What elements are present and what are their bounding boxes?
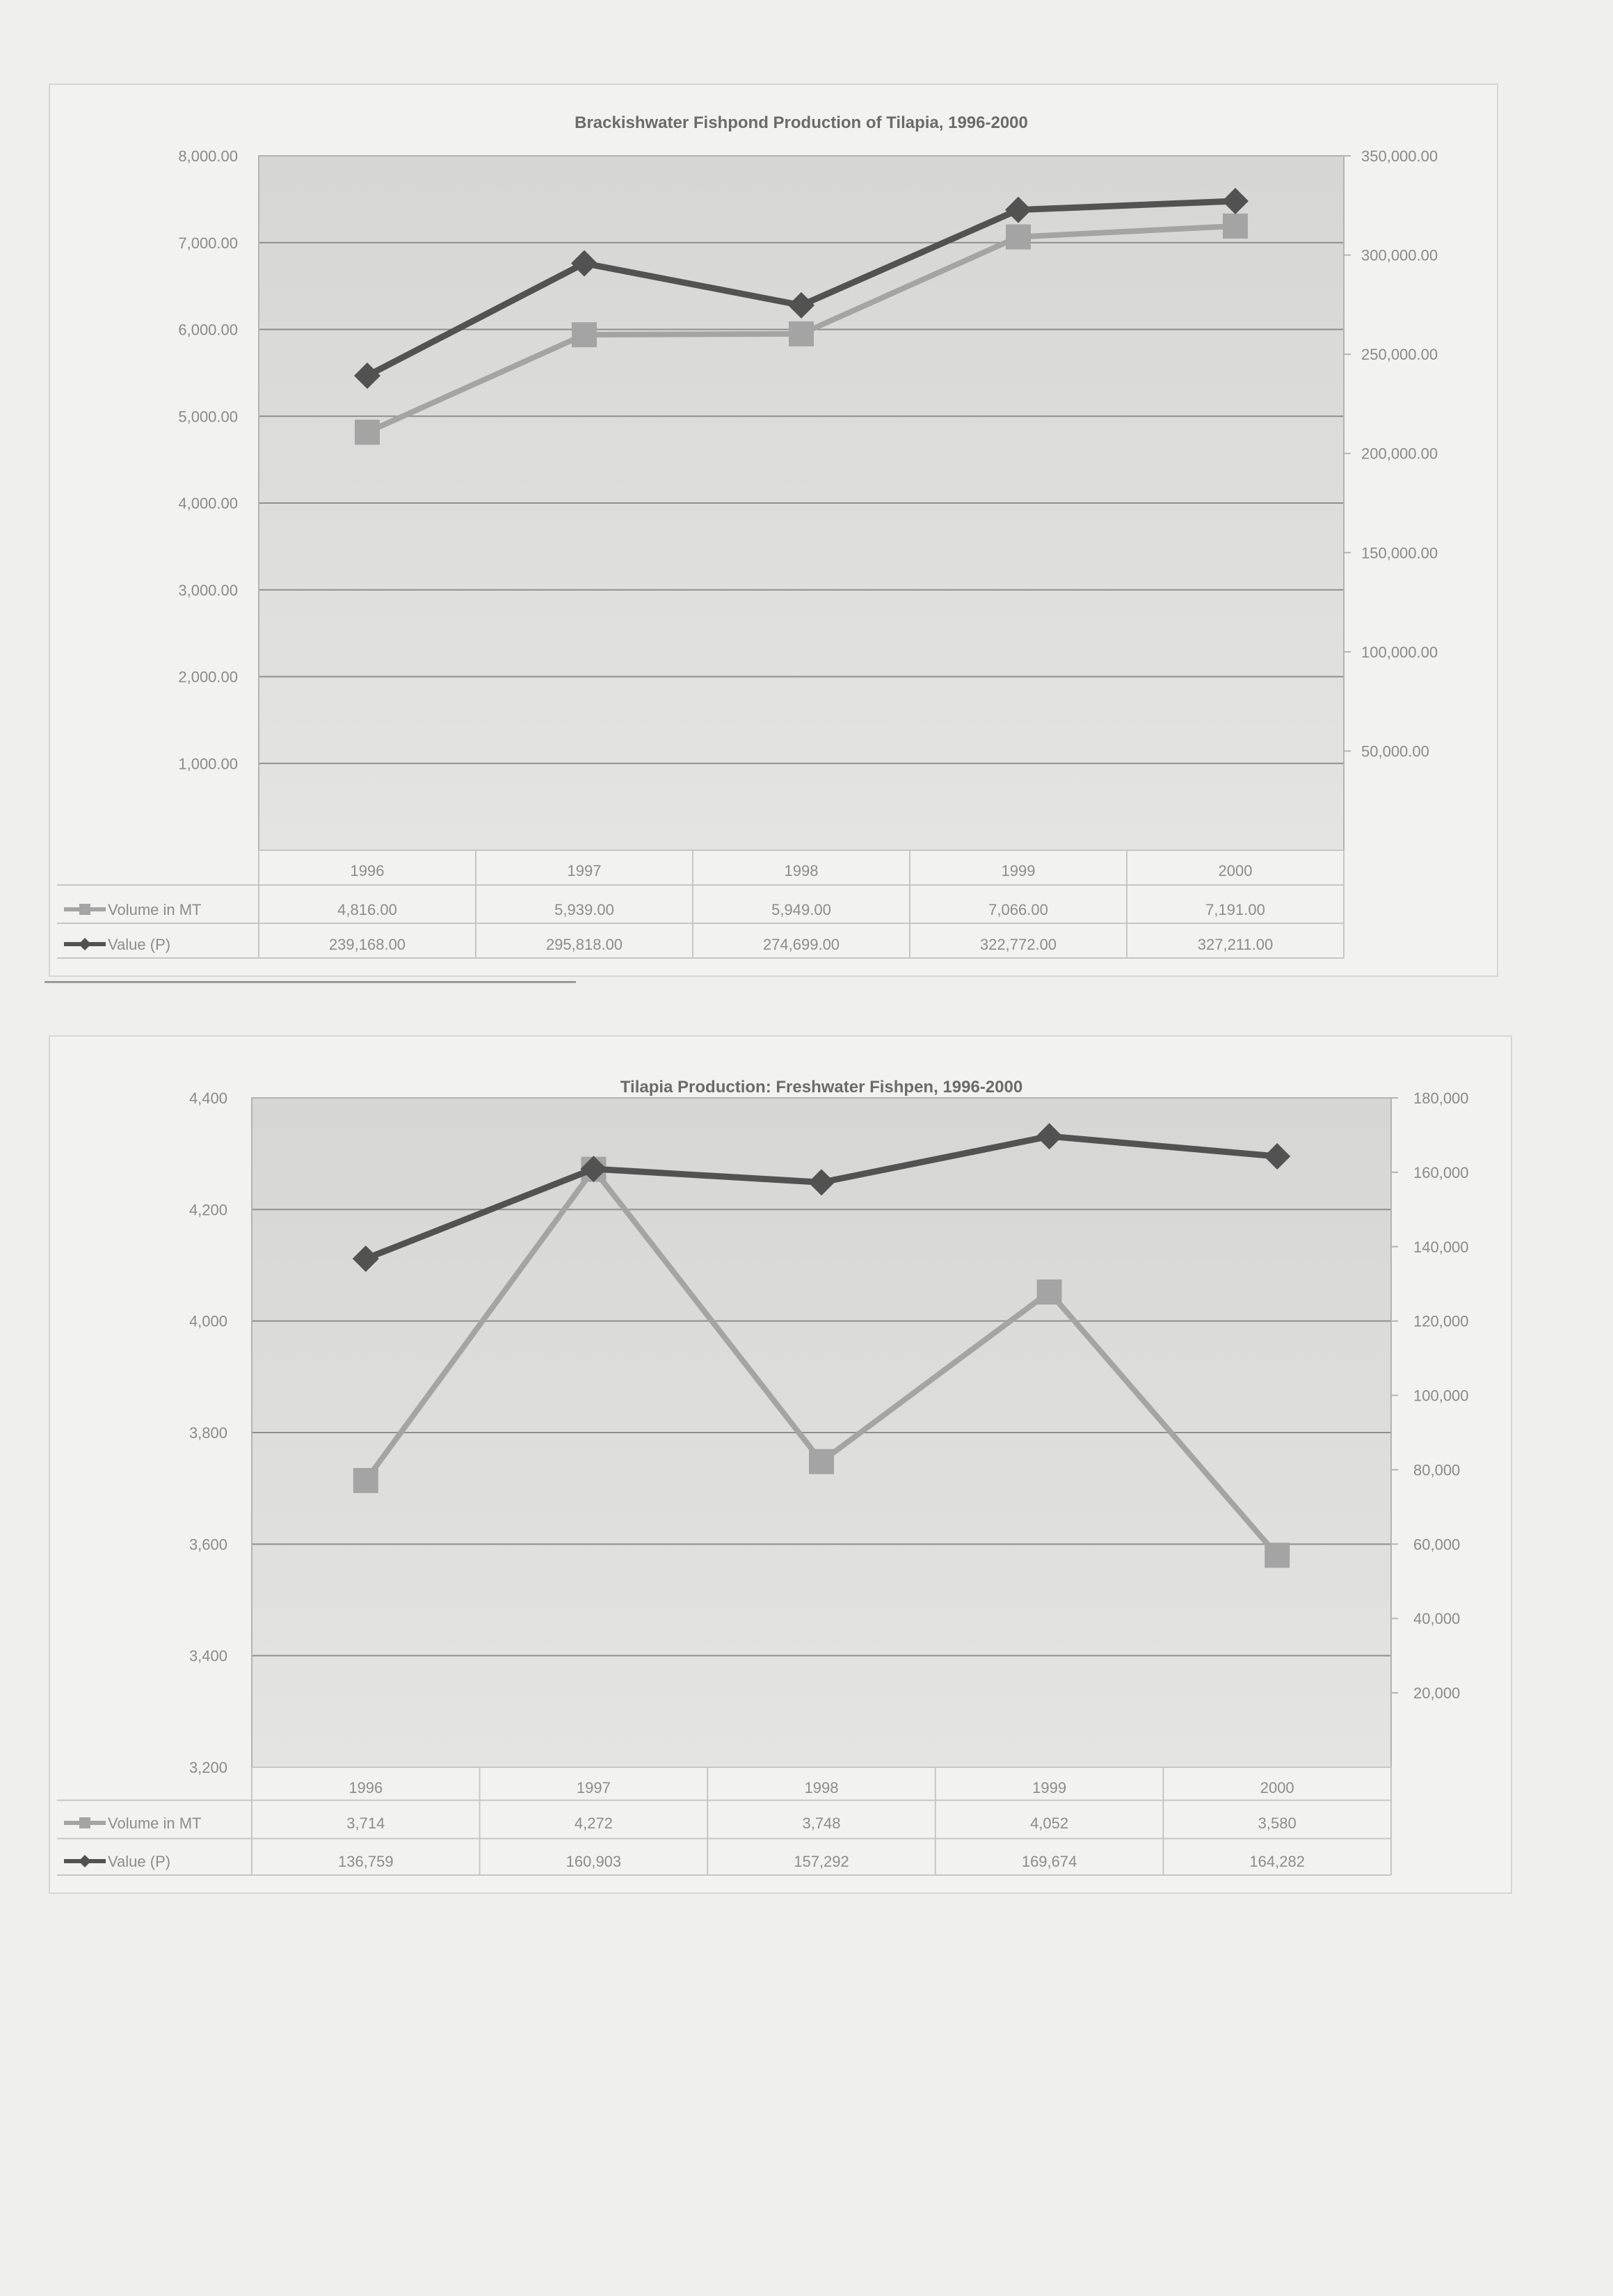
data-point-diamond <box>354 362 380 390</box>
y-left-tick-label: 4,400 <box>189 1090 227 1107</box>
x-tick-label: 1997 <box>577 1779 611 1796</box>
y-right-tick-label: 180,000 <box>1413 1090 1469 1107</box>
data-table-cell: 164,282 <box>1249 1853 1305 1870</box>
y-left-tick-label: 2,000.00 <box>178 669 238 686</box>
y-left-tick-label: 4,000 <box>189 1313 227 1330</box>
data-table-cell: 4,052 <box>1030 1815 1068 1832</box>
x-tick-label: 1998 <box>805 1779 839 1796</box>
y-left-tick-label: 4,000.00 <box>178 495 238 512</box>
y-left-tick-label: 3,200 <box>189 1759 227 1776</box>
y-right-tick-label: 120,000 <box>1413 1313 1469 1330</box>
y-left-tick-label: 3,800 <box>189 1424 227 1442</box>
x-tick-label: 1996 <box>348 1779 383 1796</box>
data-table-cell: 7,191.00 <box>1205 901 1265 918</box>
y-right-tick-label: 140,000 <box>1413 1238 1469 1256</box>
y-right-tick-label: 60,000 <box>1413 1536 1460 1553</box>
series-name: Value (P) <box>108 936 170 953</box>
y-right-tick-label: 200,000.00 <box>1361 445 1438 463</box>
y-right-tick-label: 300,000.00 <box>1361 247 1438 264</box>
data-point-diamond <box>1036 1123 1063 1150</box>
chart-title: Brackishwater Fishpond Production of Til… <box>575 113 1028 132</box>
data-table-cell: 295,818.00 <box>546 936 623 953</box>
y-left-tick-label: 1,000.00 <box>178 755 238 772</box>
data-point-diamond <box>788 292 814 319</box>
data-point-diamond <box>808 1169 835 1196</box>
legend-key-square <box>79 904 90 915</box>
series-name: Volume in MT <box>108 901 202 918</box>
data-point-square <box>1223 213 1248 239</box>
y-right-tick-label: 80,000 <box>1413 1461 1460 1478</box>
x-tick-label: 1999 <box>1032 1779 1066 1796</box>
y-right-tick-label: 100,000 <box>1413 1387 1469 1405</box>
y-right-tick-label: 350,000.00 <box>1361 148 1438 165</box>
y-right-tick-label: 160,000 <box>1413 1164 1469 1181</box>
x-tick-label: 1999 <box>1002 862 1036 879</box>
data-point-diamond <box>1264 1143 1291 1170</box>
data-table-cell: 274,699.00 <box>763 936 840 953</box>
data-table-cell: 5,939.00 <box>554 901 614 918</box>
data-table-cell: 3,748 <box>802 1815 840 1832</box>
series-name: Value (P) <box>108 1853 170 1870</box>
data-table-cell: 4,816.00 <box>337 901 397 918</box>
data-point-square <box>809 1449 834 1474</box>
y-left-tick-label: 5,000.00 <box>178 408 238 425</box>
y-right-tick-label: 20,000 <box>1413 1684 1460 1702</box>
y-right-tick-label: 50,000.00 <box>1361 742 1429 760</box>
chart-2: Tilapia Production: Freshwater Fishpen, … <box>57 1078 1469 1876</box>
data-point-square <box>789 321 814 346</box>
data-table-cell: 169,674 <box>1022 1853 1077 1870</box>
data-point-diamond <box>1005 196 1032 223</box>
chart-1-frame: Brackishwater Fishpond Production of Til… <box>49 83 1498 977</box>
y-right-tick-label: 150,000.00 <box>1361 544 1438 561</box>
data-point-square <box>572 322 597 348</box>
y-right-tick-label: 40,000 <box>1413 1610 1460 1627</box>
y-left-tick-label: 4,200 <box>189 1201 227 1218</box>
legend-key-diamond <box>79 938 91 950</box>
y-left-tick-label: 6,000.00 <box>178 321 238 339</box>
data-point-diamond <box>1222 187 1249 214</box>
data-table-cell: 7,066.00 <box>988 901 1048 918</box>
data-table-cell: 239,168.00 <box>329 936 406 953</box>
data-point-square <box>1006 224 1031 250</box>
divider-line <box>45 981 576 983</box>
chart-title: Tilapia Production: Freshwater Fishpen, … <box>620 1078 1022 1097</box>
data-point-square <box>1265 1542 1290 1568</box>
data-table-cell: 157,292 <box>794 1853 849 1870</box>
chart-1: Brackishwater Fishpond Production of Til… <box>57 113 1438 959</box>
series-name: Volume in MT <box>108 1815 202 1832</box>
y-left-tick-label: 7,000.00 <box>178 234 238 252</box>
data-point-diamond <box>352 1245 379 1273</box>
x-tick-label: 1997 <box>568 862 602 879</box>
data-point-diamond <box>571 250 597 277</box>
y-right-tick-label: 100,000.00 <box>1361 644 1438 661</box>
data-table-cell: 3,580 <box>1258 1815 1297 1832</box>
data-point-square <box>355 420 380 445</box>
data-table-cell: 136,759 <box>338 1853 394 1870</box>
x-tick-label: 1996 <box>351 862 385 879</box>
y-left-tick-label: 3,000.00 <box>178 582 238 599</box>
chart-2-frame: Tilapia Production: Freshwater Fishpen, … <box>49 1035 1512 1894</box>
x-tick-label: 1998 <box>785 862 819 879</box>
y-left-tick-label: 3,600 <box>189 1536 227 1553</box>
data-table-cell: 160,903 <box>566 1853 622 1870</box>
data-table-cell: 5,949.00 <box>771 901 831 918</box>
legend-key-diamond <box>79 1855 91 1867</box>
data-point-square <box>1036 1279 1062 1305</box>
x-tick-label: 2000 <box>1260 1779 1294 1796</box>
data-table-cell: 3,714 <box>346 1815 385 1832</box>
y-left-tick-label: 8,000.00 <box>178 148 238 165</box>
data-table-cell: 322,772.00 <box>980 936 1057 953</box>
y-left-tick-label: 3,400 <box>189 1648 227 1665</box>
legend-key-square <box>79 1817 90 1828</box>
data-point-square <box>353 1467 378 1493</box>
data-point-diamond <box>580 1156 607 1183</box>
x-tick-label: 2000 <box>1219 862 1253 879</box>
data-table-cell: 4,272 <box>575 1815 613 1832</box>
data-table-cell: 327,211.00 <box>1198 936 1273 953</box>
y-right-tick-label: 250,000.00 <box>1361 346 1438 363</box>
